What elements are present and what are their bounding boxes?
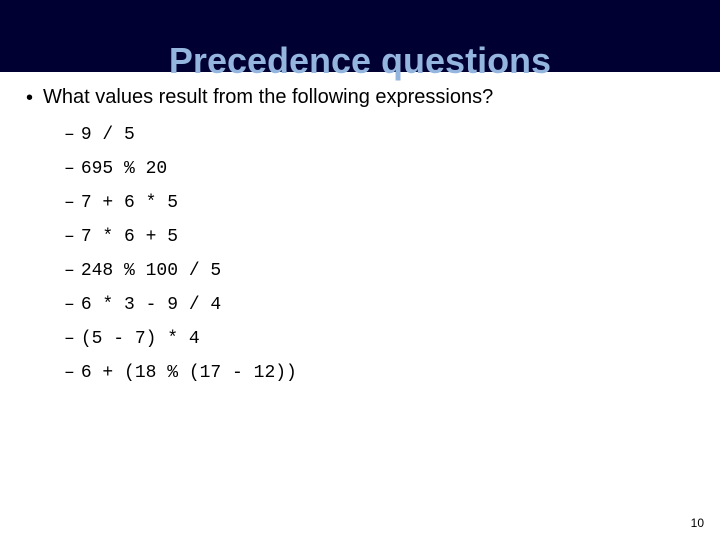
- dash-icon: –: [64, 227, 75, 247]
- expression-text: 7 + 6 * 5: [81, 193, 178, 213]
- slide-title: Precedence questions: [169, 43, 551, 79]
- list-item: – 6 * 3 - 9 / 4: [64, 295, 720, 315]
- list-item: – 7 * 6 + 5: [64, 227, 720, 247]
- list-item: – 7 + 6 * 5: [64, 193, 720, 213]
- expression-list: – 9 / 5 – 695 % 20 – 7 + 6 * 5 – 7 * 6 +…: [64, 125, 720, 383]
- expression-text: (5 - 7) * 4: [81, 329, 200, 349]
- dash-icon: –: [64, 329, 75, 349]
- slide: Precedence questions • What values resul…: [0, 0, 720, 540]
- list-item: – 695 % 20: [64, 159, 720, 179]
- title-band: Precedence questions: [0, 0, 720, 72]
- dash-icon: –: [64, 193, 75, 213]
- question-text: What values result from the following ex…: [43, 86, 493, 109]
- list-item: – 9 / 5: [64, 125, 720, 145]
- dash-icon: –: [64, 159, 75, 179]
- expression-text: 9 / 5: [81, 125, 135, 145]
- expression-text: 6 * 3 - 9 / 4: [81, 295, 221, 315]
- question-line: • What values result from the following …: [26, 86, 720, 109]
- expression-text: 695 % 20: [81, 159, 167, 179]
- expression-text: 7 * 6 + 5: [81, 227, 178, 247]
- expression-text: 248 % 100 / 5: [81, 261, 221, 281]
- dash-icon: –: [64, 261, 75, 281]
- list-item: – 248 % 100 / 5: [64, 261, 720, 281]
- expression-text: 6 + (18 % (17 - 12)): [81, 363, 297, 383]
- bullet-icon: •: [26, 88, 33, 108]
- list-item: – (5 - 7) * 4: [64, 329, 720, 349]
- list-item: – 6 + (18 % (17 - 12)): [64, 363, 720, 383]
- dash-icon: –: [64, 295, 75, 315]
- page-number: 10: [691, 516, 704, 530]
- dash-icon: –: [64, 363, 75, 383]
- dash-icon: –: [64, 125, 75, 145]
